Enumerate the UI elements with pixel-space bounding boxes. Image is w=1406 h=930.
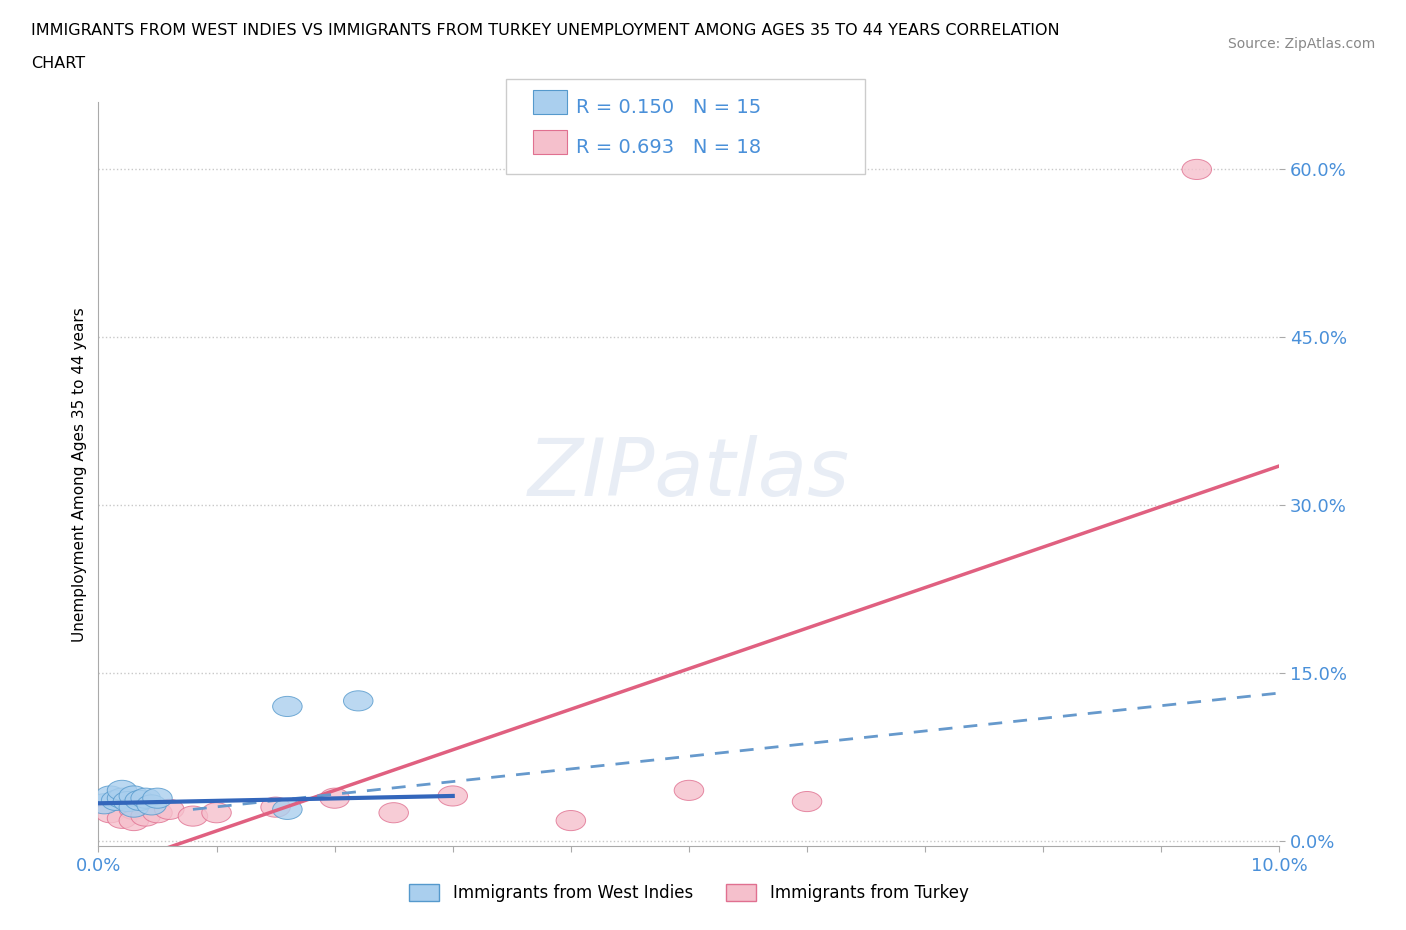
- Ellipse shape: [1182, 159, 1212, 179]
- Ellipse shape: [101, 790, 131, 811]
- Ellipse shape: [262, 797, 291, 817]
- Ellipse shape: [273, 697, 302, 716]
- Ellipse shape: [343, 691, 373, 711]
- Ellipse shape: [155, 799, 184, 819]
- Ellipse shape: [120, 811, 149, 830]
- Ellipse shape: [675, 780, 704, 801]
- Text: ZIPatlas: ZIPatlas: [527, 435, 851, 513]
- Ellipse shape: [136, 795, 166, 815]
- Ellipse shape: [380, 803, 409, 823]
- Ellipse shape: [557, 811, 586, 830]
- Ellipse shape: [202, 803, 232, 823]
- Ellipse shape: [131, 788, 160, 808]
- Ellipse shape: [179, 806, 208, 826]
- Ellipse shape: [125, 790, 155, 811]
- Ellipse shape: [439, 786, 467, 806]
- Ellipse shape: [143, 788, 173, 808]
- Ellipse shape: [96, 803, 125, 823]
- Ellipse shape: [120, 797, 149, 817]
- Ellipse shape: [120, 786, 149, 806]
- Ellipse shape: [143, 803, 173, 823]
- Text: CHART: CHART: [31, 56, 84, 71]
- Ellipse shape: [107, 808, 136, 829]
- Ellipse shape: [107, 780, 136, 801]
- Ellipse shape: [96, 786, 125, 806]
- Ellipse shape: [90, 793, 120, 814]
- Ellipse shape: [114, 791, 143, 812]
- Ellipse shape: [321, 788, 350, 808]
- Y-axis label: Unemployment Among Ages 35 to 44 years: Unemployment Among Ages 35 to 44 years: [72, 307, 87, 642]
- Ellipse shape: [120, 799, 149, 819]
- Legend: Immigrants from West Indies, Immigrants from Turkey: Immigrants from West Indies, Immigrants …: [402, 877, 976, 909]
- Ellipse shape: [131, 795, 160, 815]
- Text: Source: ZipAtlas.com: Source: ZipAtlas.com: [1227, 37, 1375, 51]
- Text: R = 0.693   N = 18: R = 0.693 N = 18: [576, 138, 762, 156]
- Ellipse shape: [273, 799, 302, 819]
- Ellipse shape: [131, 806, 160, 826]
- Ellipse shape: [107, 788, 136, 808]
- Text: R = 0.150   N = 15: R = 0.150 N = 15: [576, 98, 762, 116]
- Text: IMMIGRANTS FROM WEST INDIES VS IMMIGRANTS FROM TURKEY UNEMPLOYMENT AMONG AGES 35: IMMIGRANTS FROM WEST INDIES VS IMMIGRANT…: [31, 23, 1060, 38]
- Ellipse shape: [793, 791, 823, 812]
